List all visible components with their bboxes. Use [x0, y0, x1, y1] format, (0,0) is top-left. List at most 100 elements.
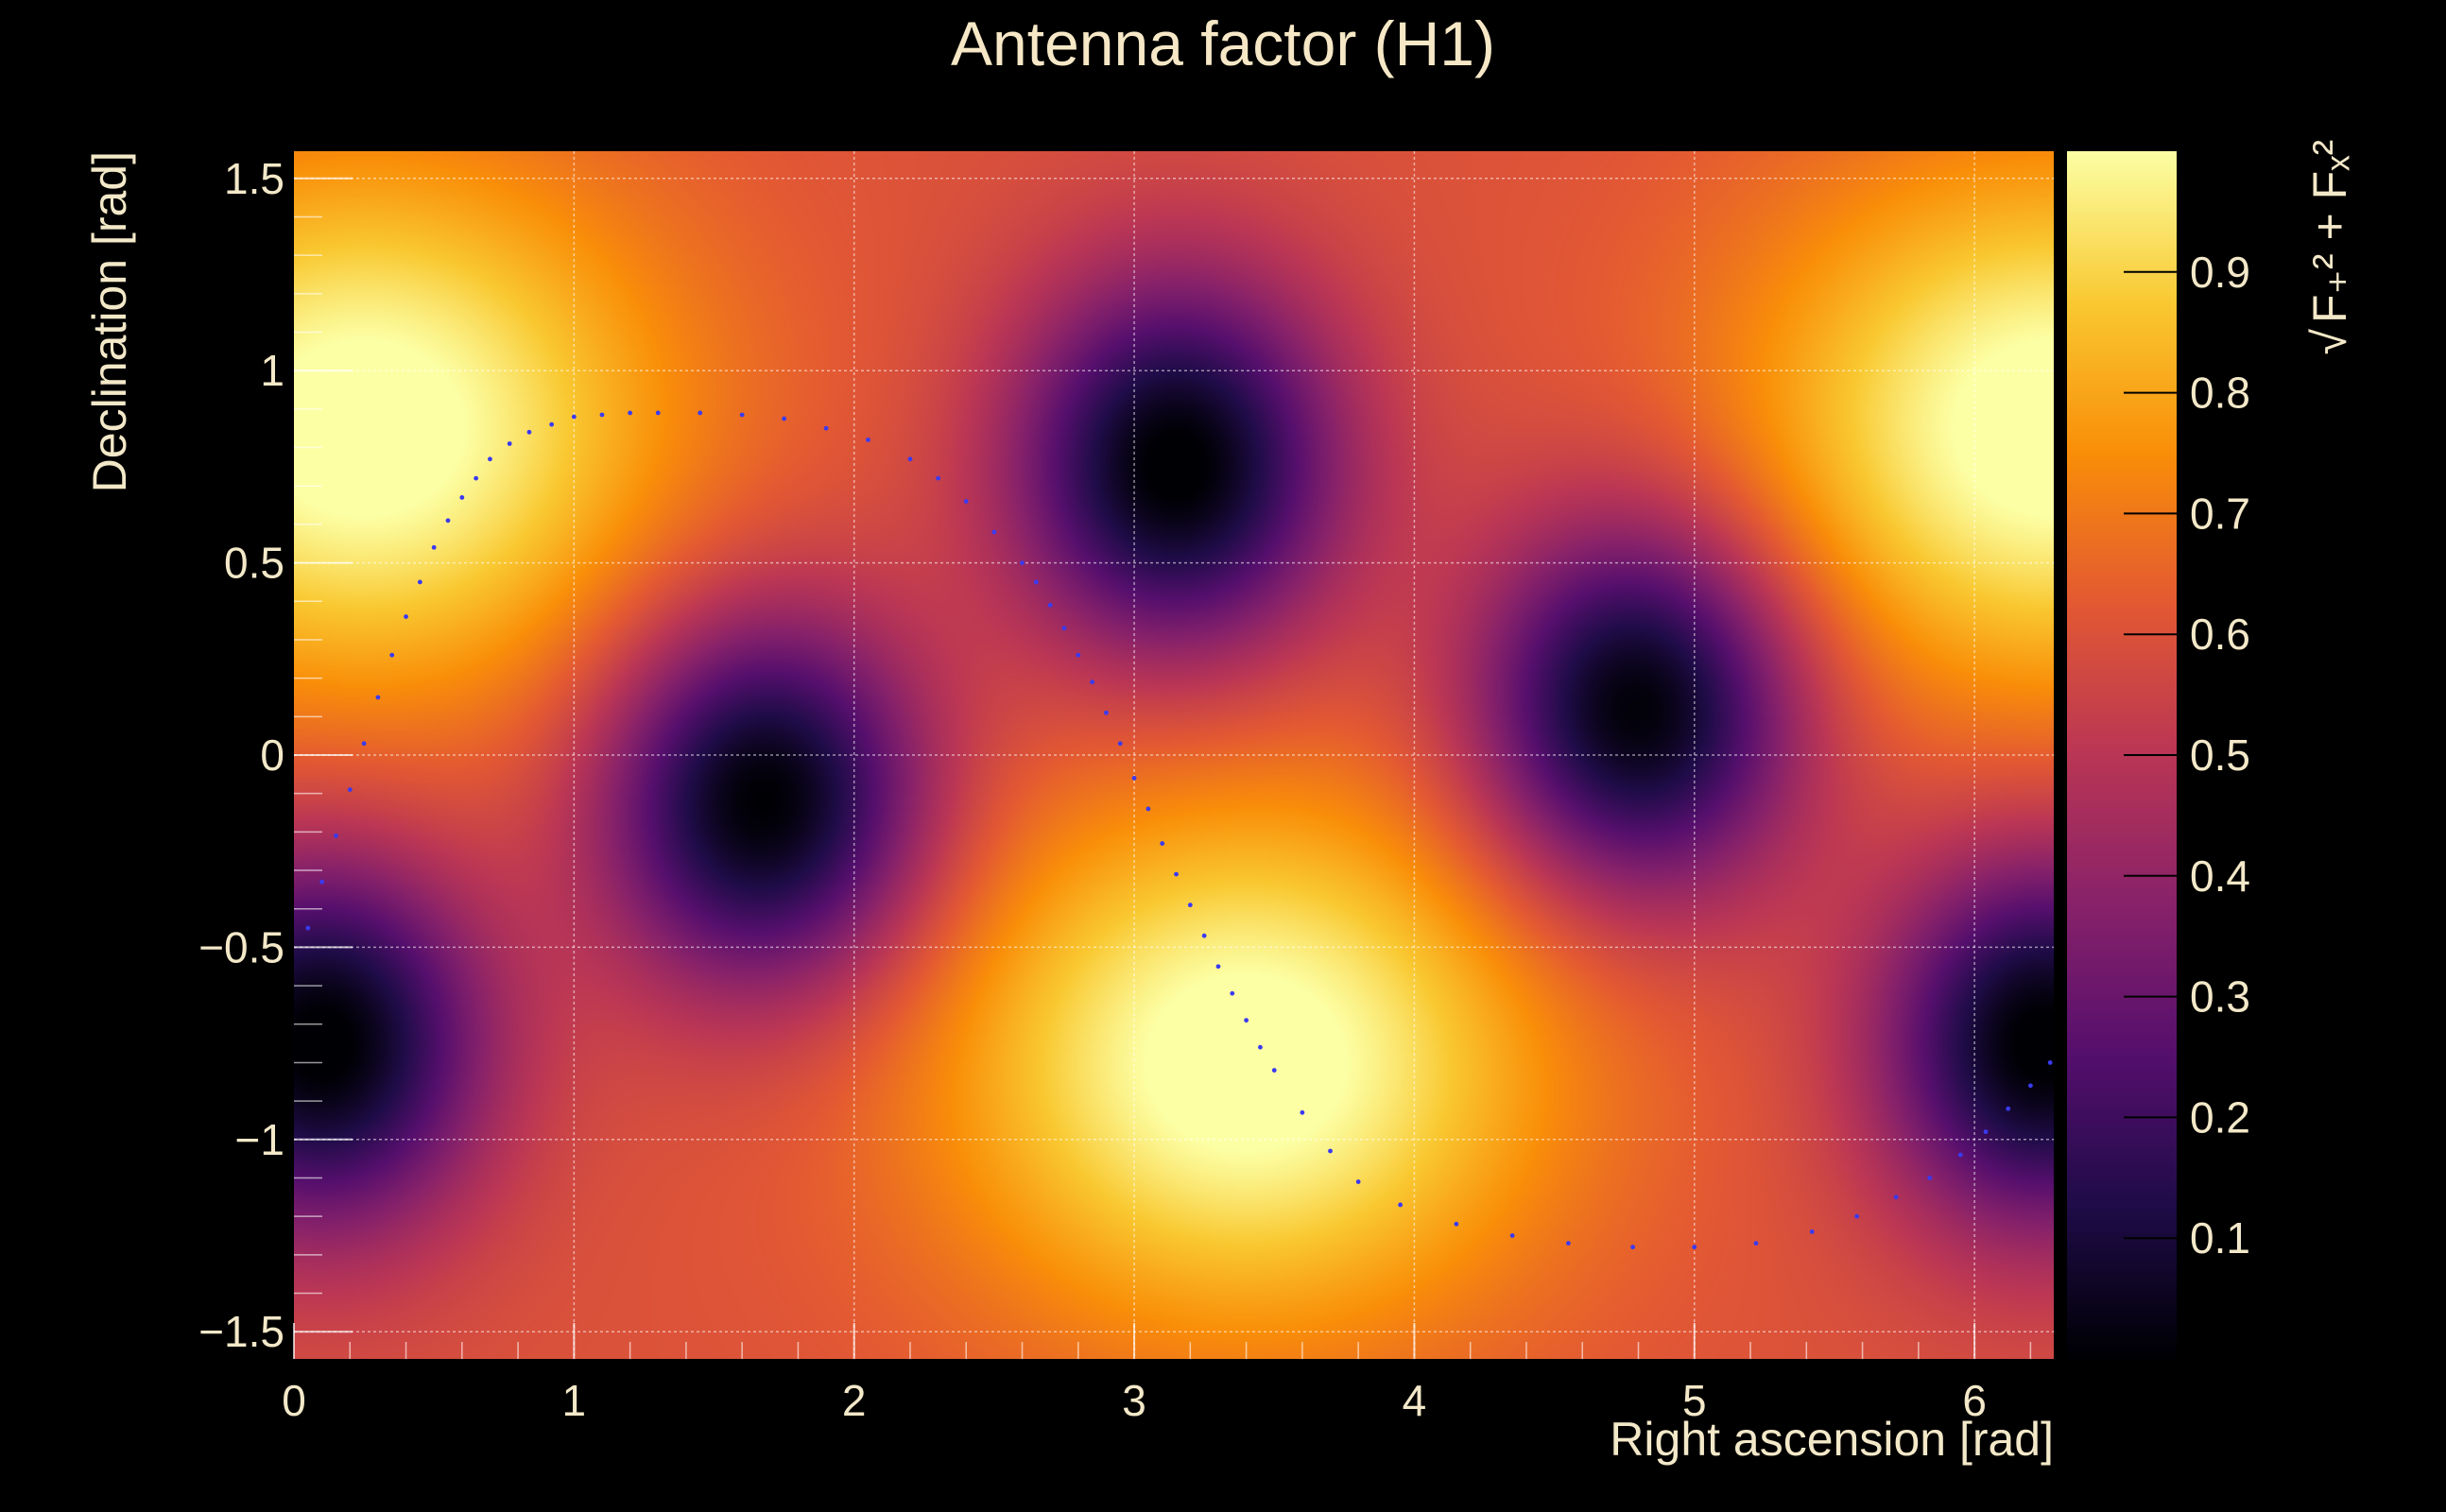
- scatter-point: [1809, 1229, 1815, 1234]
- scatter-point: [739, 412, 745, 418]
- colorbar-label: √ F₊² + Fₓ²: [2303, 140, 2356, 355]
- colorbar-tick-label: 0.6: [2190, 610, 2250, 659]
- scatter-point: [361, 741, 367, 747]
- x-tick-label: 1: [562, 1376, 587, 1425]
- y-tick-label: −0.5: [198, 922, 284, 971]
- scatter-point: [866, 438, 870, 442]
- colorbar-label-body: F₊² + Fₓ²: [2303, 140, 2356, 323]
- scatter-point: [1174, 871, 1179, 877]
- scatter-point: [507, 441, 512, 446]
- colorbar-tick-label: 0.3: [2190, 972, 2250, 1022]
- scatter-point: [963, 499, 969, 504]
- scatter-point: [1355, 1179, 1361, 1184]
- scatter-point: [375, 695, 381, 700]
- scatter-point: [1033, 579, 1039, 585]
- scatter-point: [1927, 1176, 1933, 1180]
- x-tick-label: 3: [1122, 1376, 1146, 1425]
- x-tick-label: 2: [842, 1376, 867, 1425]
- scatter-point: [1201, 933, 1207, 938]
- scatter-point: [474, 475, 479, 481]
- y-tick-label: 1: [260, 346, 284, 395]
- scatter-series: [305, 410, 2053, 1250]
- scatter-point: [305, 925, 311, 931]
- scatter-point: [1893, 1194, 1899, 1200]
- scatter-point: [1117, 741, 1123, 747]
- scatter-point: [1509, 1233, 1515, 1238]
- scatter-point: [431, 544, 437, 550]
- scatter-point: [936, 475, 941, 481]
- scatter-point: [1328, 1148, 1333, 1154]
- colorbar-tick-label: 0.4: [2190, 851, 2250, 901]
- scatter-point: [347, 787, 353, 793]
- scatter-point: [404, 614, 408, 619]
- scatter-point: [1630, 1245, 1635, 1250]
- y-tick-label: 1.5: [224, 154, 284, 203]
- scatter-point: [459, 495, 465, 500]
- scatter-point: [1215, 964, 1221, 970]
- scatter-point: [698, 410, 703, 416]
- scatter-point: [1753, 1241, 1759, 1246]
- scatter-point: [2006, 1106, 2011, 1111]
- scatter-point: [445, 518, 451, 524]
- scatter-point: [782, 416, 787, 421]
- scatter-point: [1692, 1245, 1697, 1250]
- scatter-point: [1983, 1129, 1989, 1135]
- scatter-point: [1566, 1241, 1571, 1246]
- scatter-point: [334, 833, 338, 838]
- scatter-point: [1957, 1152, 1963, 1158]
- y-axis-label: Declination [rad]: [83, 151, 136, 492]
- scatter-point: [1854, 1213, 1860, 1219]
- scatter-point: [1398, 1202, 1404, 1208]
- scatter-point: [628, 410, 633, 416]
- axis-ticks: [293, 177, 2177, 1359]
- colorbar-tick-label: 0.5: [2190, 730, 2250, 780]
- y-tick-label: −1: [235, 1115, 284, 1164]
- scatter-point: [389, 652, 395, 658]
- x-tick-label: 4: [1403, 1376, 1427, 1425]
- scatter-point: [991, 529, 997, 535]
- y-tick-label: 0: [260, 730, 284, 780]
- scatter-point: [1047, 602, 1053, 608]
- colorbar-tick-label: 0.8: [2190, 369, 2250, 418]
- scatter-point: [488, 456, 492, 462]
- y-tick-label: 0.5: [224, 539, 284, 588]
- scatter-point: [2028, 1083, 2033, 1089]
- scatter-point: [907, 456, 913, 462]
- scatter-point: [1454, 1221, 1459, 1227]
- scatter-point: [1160, 841, 1165, 846]
- colorbar-tick-label: 0.9: [2190, 248, 2250, 297]
- colorbar-tick-label: 0.2: [2190, 1092, 2250, 1142]
- x-tick-label: 6: [1962, 1376, 1987, 1425]
- scatter-point: [1258, 1044, 1263, 1050]
- colorbar-tick-label: 0.1: [2190, 1213, 2250, 1263]
- scatter-point: [599, 412, 605, 418]
- scatter-point: [549, 421, 555, 427]
- tick-labels: 0 1 2 3 4 5 6 −1.5 −1 −0.5 0 0.5 1 1.5 0.1 0.2 0.3 0.4 0.5…: [198, 154, 2250, 1425]
- scatter-point: [1090, 679, 1095, 685]
- scatter-point: [1104, 710, 1109, 715]
- chart-title: Antenna factor (H1): [951, 9, 1495, 78]
- scatter-point: [319, 879, 325, 885]
- scatter-point: [655, 410, 661, 416]
- colorbar-label-radical: √: [2303, 328, 2356, 354]
- scatter-point: [1020, 560, 1025, 566]
- x-tick-label: 0: [282, 1376, 306, 1425]
- scatter-point: [1187, 902, 1193, 908]
- y-tick-label: −1.5: [198, 1307, 284, 1356]
- scatter-point: [571, 414, 577, 420]
- scatter-point: [417, 579, 422, 585]
- scatter-point: [1076, 652, 1081, 658]
- scatter-point: [1131, 776, 1137, 781]
- x-tick-label: 5: [1682, 1376, 1707, 1425]
- x-axis-label: Right ascension [rad]: [1610, 1413, 2054, 1466]
- colorbar-tick-label: 0.7: [2190, 489, 2250, 538]
- scatter-point: [1061, 626, 1067, 631]
- scatter-point: [1271, 1068, 1277, 1073]
- scatter-point: [1244, 1018, 1249, 1023]
- scatter-point: [1300, 1109, 1305, 1115]
- grid-lines: [294, 151, 2054, 1359]
- scatter-point: [823, 425, 829, 431]
- scatter-point: [1145, 806, 1151, 812]
